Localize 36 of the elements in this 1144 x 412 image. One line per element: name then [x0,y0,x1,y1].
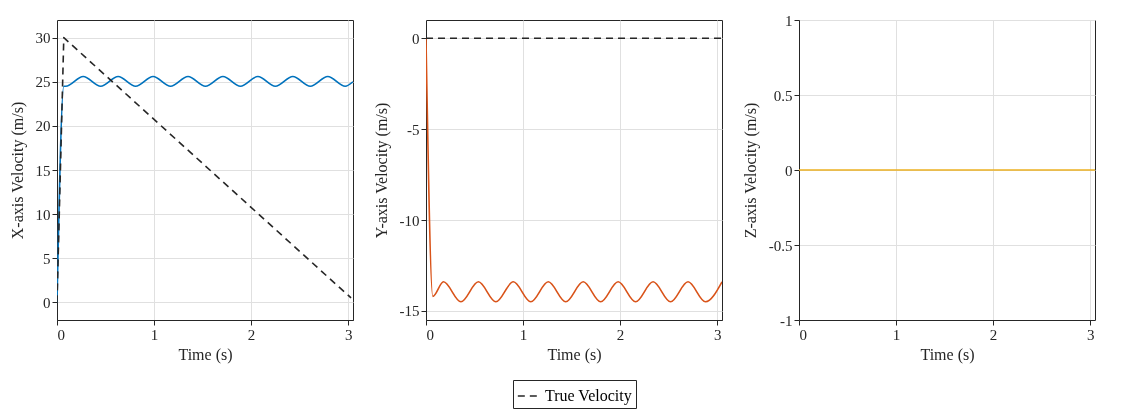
x-axis-title: Time (s) [920,345,975,364]
y-tick-label: 15 [35,162,51,179]
y-tick-label: 0 [785,162,793,179]
x-tick-label: 2 [989,326,998,343]
y-tick-label: -0.5 [768,237,793,254]
x-tick-label: 3 [713,326,722,343]
x-tick-label: 2 [616,326,625,343]
y-tick-label: 0 [412,30,420,47]
y-axis-title: Y-axis Velocity (m/s) [372,102,391,239]
x-tick-label: 2 [247,326,256,343]
x-tick-label: 0 [57,326,65,343]
y-tick-label: -1 [780,312,793,329]
line-series [426,37,722,303]
x-axis-title: Time (s) [178,345,233,364]
y-tick-label: 10 [35,206,51,223]
x-axis-title: Time (s) [547,345,602,364]
y-tick-label: 30 [35,30,51,47]
y-tick-label: -5 [407,121,420,138]
x-tick-label: 3 [344,326,353,343]
y-tick-label: 1 [785,12,793,29]
y-axis-title: Z-axis Velocity (m/s) [741,102,760,239]
x-tick-label: 1 [892,326,901,343]
y-tick-label: 20 [35,118,51,135]
y-axis-title: X-axis Velocity (m/s) [8,101,27,240]
x-tick-label: 0 [426,326,434,343]
y-tick-label: 0 [43,294,51,311]
y-tick-label: 25 [35,74,51,91]
y-tick-label: -15 [399,303,420,320]
x-tick-label: 1 [519,326,528,343]
y-tick-label: -10 [399,212,420,229]
legend-label: True Velocity [545,387,632,405]
x-tick-label: 1 [150,326,159,343]
y-tick-label: 5 [43,250,51,267]
x-tick-label: 0 [799,326,807,343]
x-tick-label: 3 [1086,326,1095,343]
y-tick-label: 0.5 [773,87,793,104]
